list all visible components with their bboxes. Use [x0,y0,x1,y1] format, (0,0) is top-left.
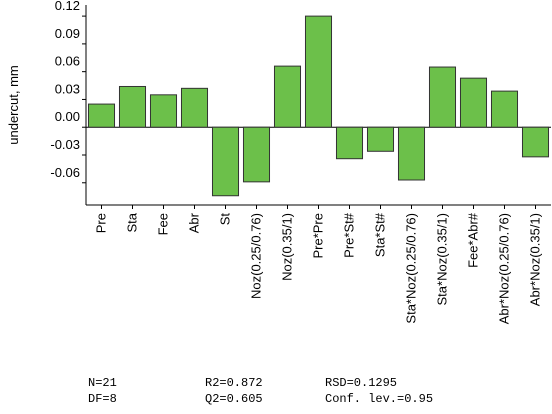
x-tick-label: Sta [125,212,140,232]
bar [490,90,519,128]
x-tick-label: Sta*Noz(0.25/0.76) [404,213,419,324]
y-tick-label: 0.09 [55,26,80,41]
bar [149,94,178,128]
stat-text: Q2=0.605 [205,392,263,406]
x-tick-label: Pre*Pre [311,213,326,259]
bar [211,126,240,197]
x-tick-label: Abr*Noz(0.25/0.76) [497,213,512,324]
x-tick-label: Pre*St# [342,212,357,258]
bar [335,126,364,160]
stat-text: DF=8 [88,392,117,406]
bar [304,15,333,128]
y-tick-label: 0.06 [55,54,80,69]
x-tick-label: Sta*St# [373,212,388,257]
bar [459,77,488,128]
y-tick-label: 0.00 [55,109,80,124]
bar [521,126,550,158]
bar [366,126,395,152]
x-tick-label: Fee [156,213,171,235]
y-axis-label: undercut, mm [6,65,21,144]
x-tick-label: Pre [94,213,109,233]
bar [87,103,116,128]
x-tick-label: St [218,213,233,226]
y-tick-label: 0.12 [55,0,80,13]
bar [273,65,302,128]
x-tick-label: Noz(0.35/1) [280,213,295,281]
x-tick-label: Abr [187,212,202,233]
y-tick-label: -0.06 [50,165,80,180]
x-tick-label: Fee*Abr# [466,212,481,268]
bar [242,126,271,183]
bar [428,66,457,128]
stat-text: Conf. lev.=0.95 [325,392,433,406]
x-tick-label: Sta*Noz(0.35/1) [435,213,450,306]
y-tick-label: -0.03 [50,137,80,152]
bar [397,126,426,181]
y-tick-label: 0.03 [55,81,80,96]
stat-text: R2=0.872 [205,376,263,390]
bar [180,87,209,128]
x-tick-label: Noz(0.25/0.76) [249,213,264,299]
stat-text: RSD=0.1295 [325,376,397,390]
stat-text: N=21 [88,376,117,390]
bar [118,85,147,128]
x-tick-label: Abr*Noz(0.35/1) [528,213,543,306]
